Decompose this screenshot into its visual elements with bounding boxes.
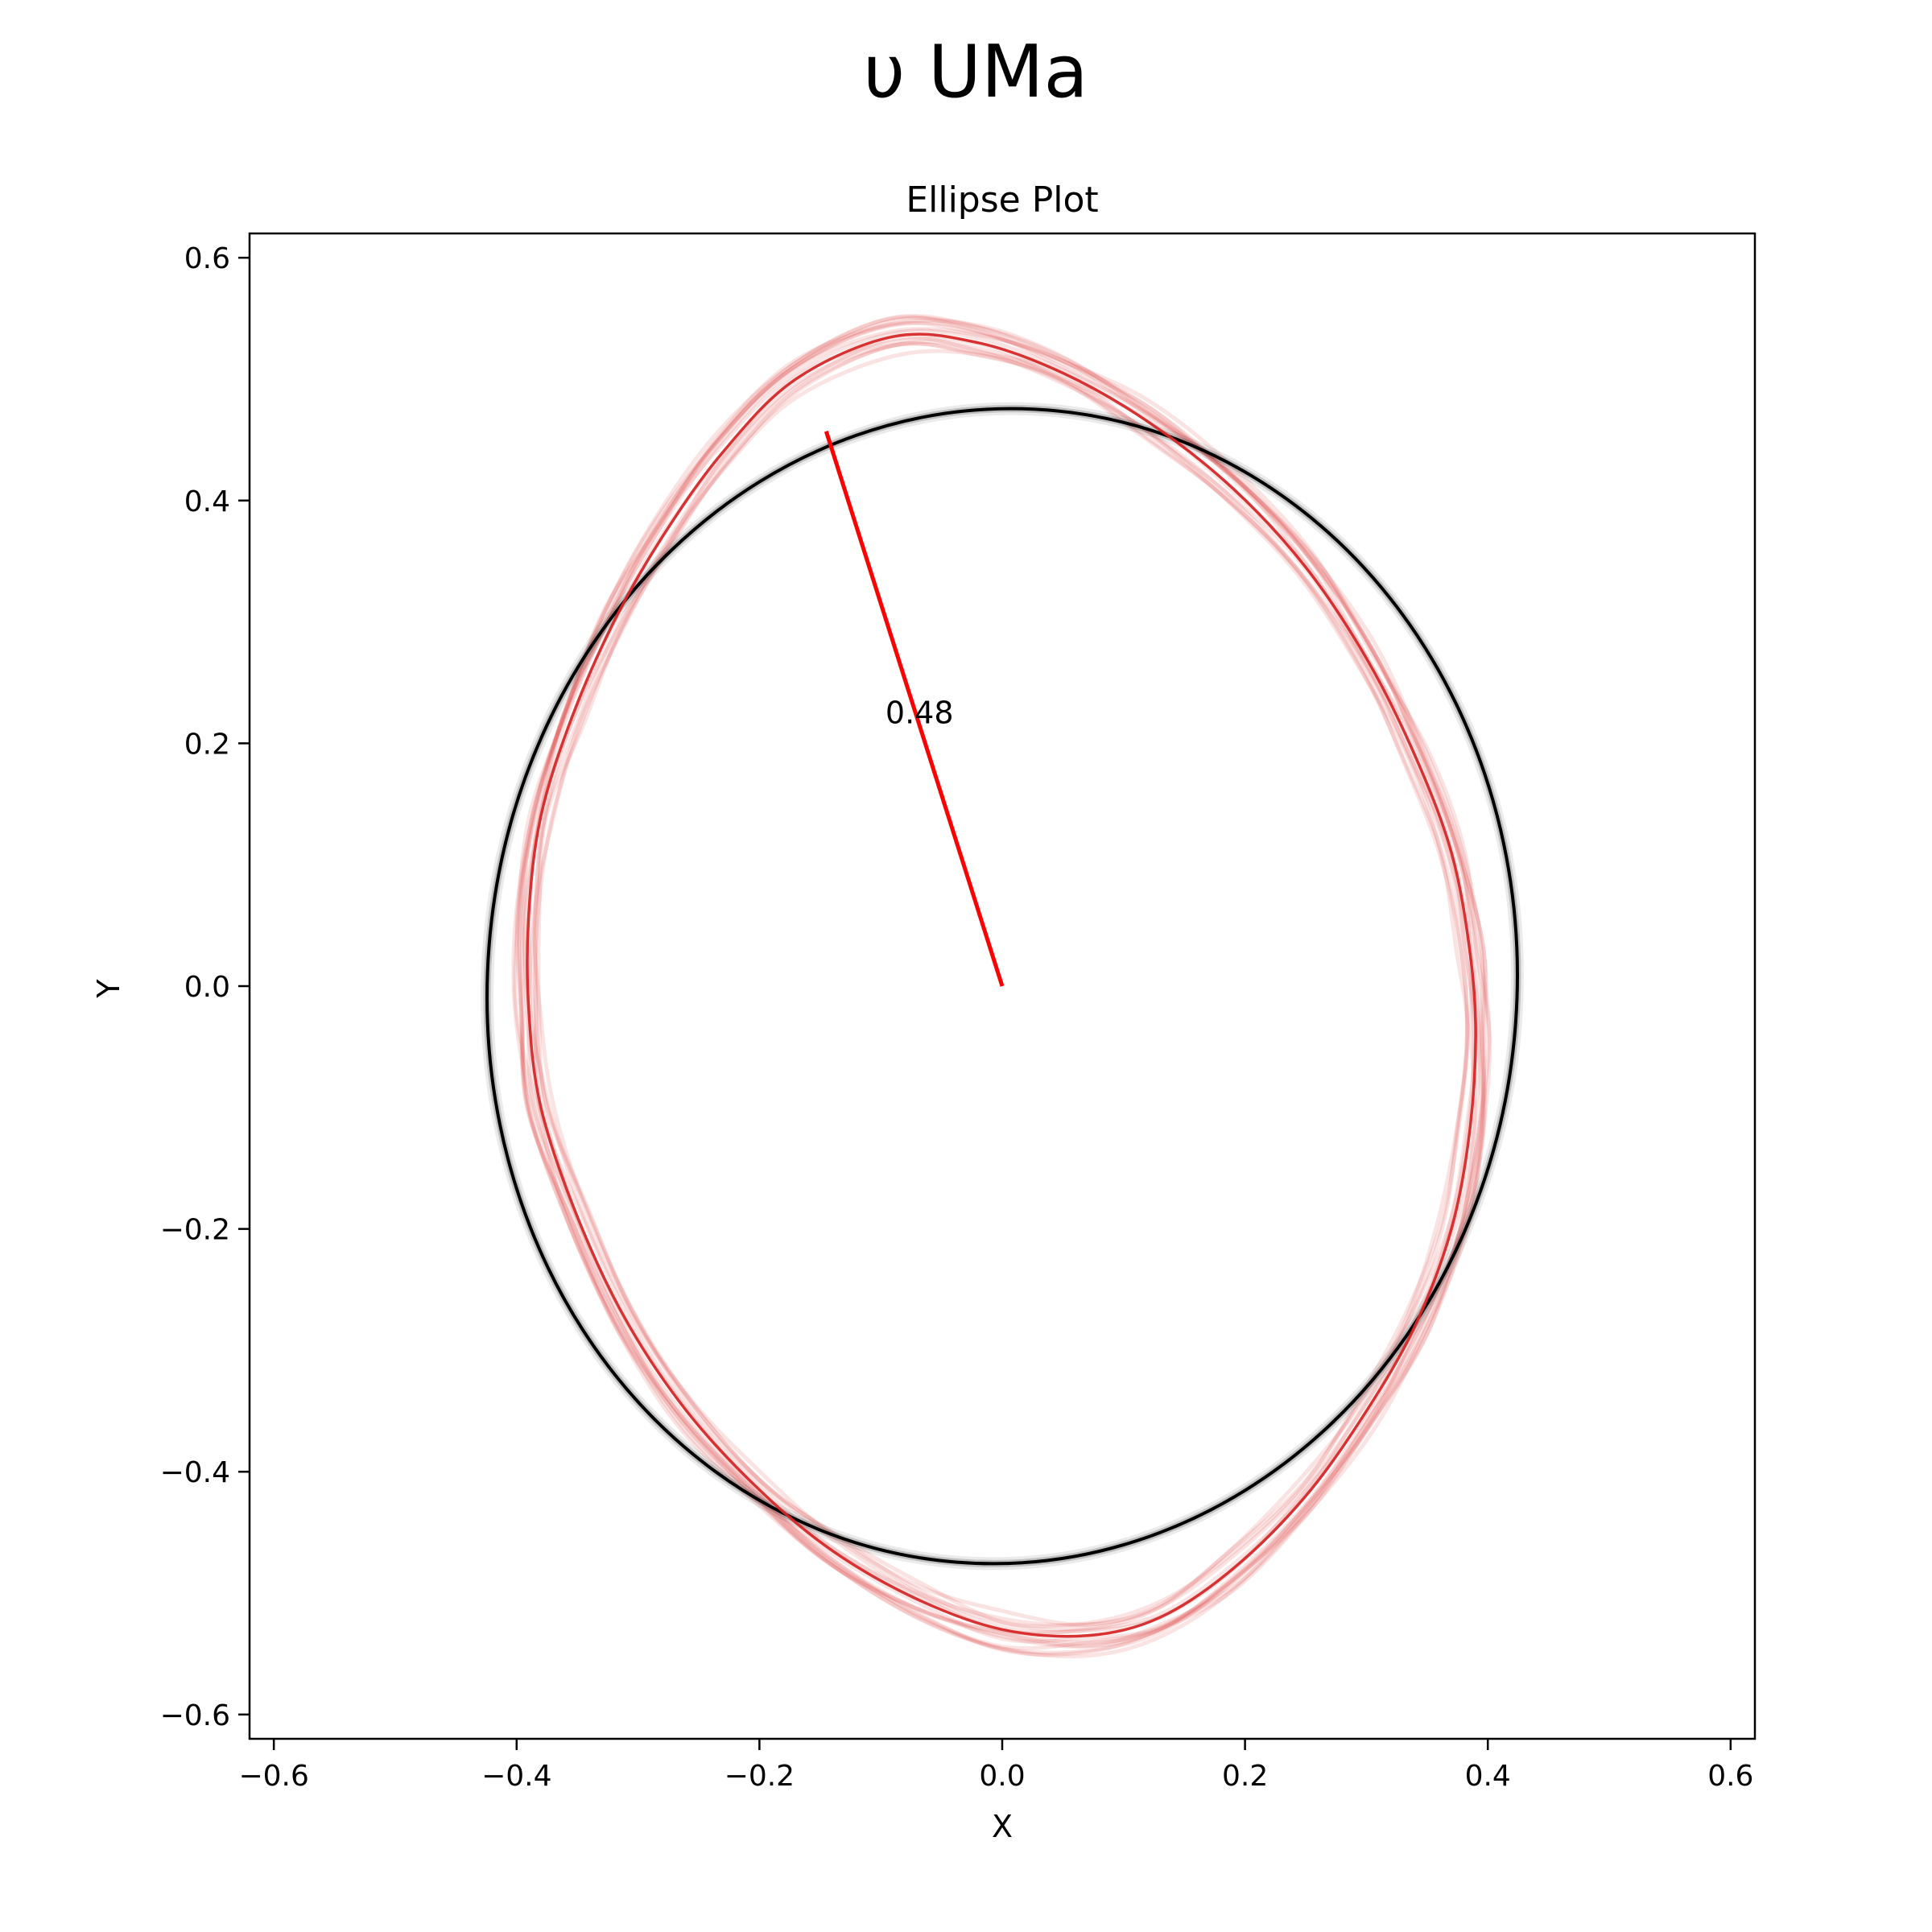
x-tick-label: 0.0 [979,1760,1025,1793]
y-tick-label: −0.2 [160,1214,230,1247]
outline-sample-10 [536,341,1470,1629]
y-tick-label: 0.0 [184,971,230,1004]
x-tick-label: 0.6 [1707,1760,1753,1793]
outline-sample-7 [527,341,1476,1628]
fitted-ellipse [485,407,1519,1566]
x-tick-label: −0.4 [481,1760,551,1793]
y-tick-label: −0.6 [160,1699,230,1732]
outline-sample-1 [532,340,1470,1632]
y-tick-label: 0.4 [184,485,230,518]
x-tick-label: −0.6 [238,1760,308,1793]
y-tick-label: 0.2 [184,728,230,761]
axes-title: Ellipse Plot [906,180,1098,221]
radius-segment [824,431,1005,987]
outline-sample-9 [533,349,1470,1627]
outline-sample-2 [533,335,1478,1636]
observed-outline [526,332,1477,1638]
radius-label: 0.48 [886,696,954,731]
figure-suptitle: υ UMa [863,30,1088,114]
outline-sample-4 [513,320,1486,1649]
y-tick-label: 0.6 [184,242,230,275]
y-tick-label: −0.4 [160,1456,230,1489]
x-axis-label: X [992,1809,1013,1844]
outline-sample-12 [517,313,1492,1657]
outline-sample-3 [511,320,1492,1655]
outline-sample-13 [520,318,1485,1651]
outline-sample-11 [518,316,1488,1659]
y-axis-label: Y [91,979,126,999]
x-tick-label: −0.2 [724,1760,795,1793]
outline-sample-6 [514,315,1488,1649]
x-tick-label: 0.2 [1222,1760,1268,1793]
x-tick-label: 0.4 [1465,1760,1511,1793]
